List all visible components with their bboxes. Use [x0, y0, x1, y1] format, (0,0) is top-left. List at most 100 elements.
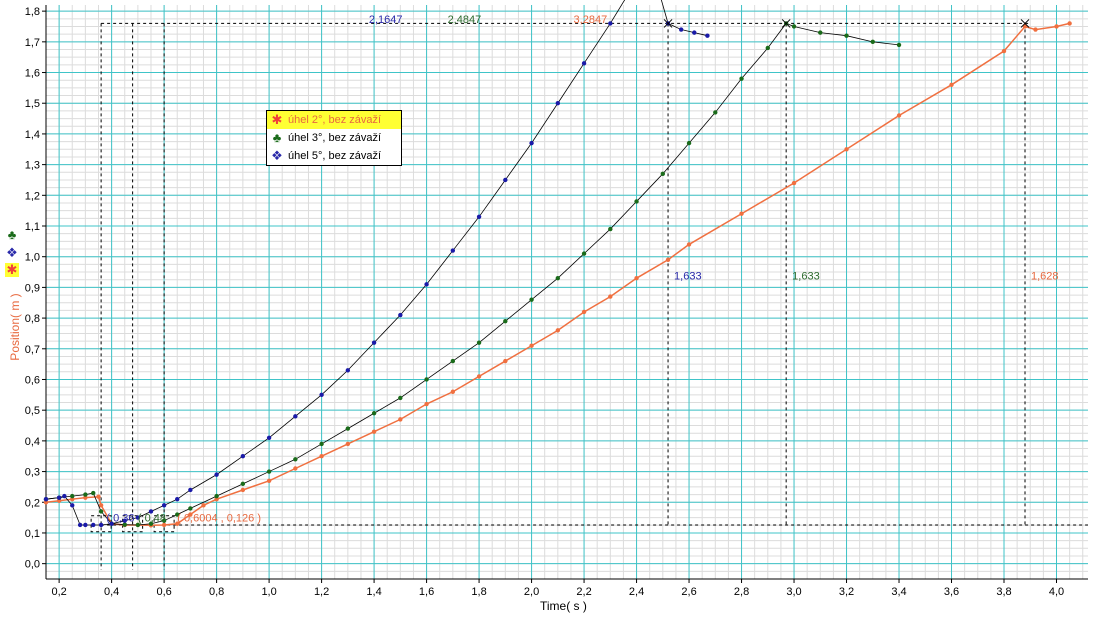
- data-point: [43, 500, 49, 505]
- y-tick-label: 0,0: [25, 559, 40, 571]
- legend-item-3deg[interactable]: ♣ úhel 3°, bez závaží: [267, 129, 401, 147]
- data-point: [319, 454, 324, 459]
- data-point: [266, 478, 272, 483]
- data-point: [791, 180, 797, 186]
- y-tick-label: 0,1: [25, 528, 40, 540]
- data-point: [581, 309, 587, 315]
- data-point: [188, 487, 193, 493]
- data-point: [398, 417, 403, 422]
- y-tick-label: 1,2: [25, 190, 40, 202]
- data-point: [371, 411, 377, 416]
- data-point: [503, 177, 508, 183]
- x-tick-label: 1,4: [366, 586, 381, 598]
- data-point: [608, 226, 613, 232]
- data-point: [870, 39, 875, 45]
- data-point: [581, 251, 587, 256]
- data-point: [705, 33, 710, 38]
- data-point: [424, 282, 429, 287]
- data-point: [634, 199, 639, 204]
- legend-label: úhel 3°, bez závaží: [288, 132, 382, 144]
- data-point: [161, 522, 167, 528]
- data-point: [91, 490, 96, 496]
- annotation-start: ( 0,48: [138, 513, 166, 525]
- data-point: [161, 518, 167, 523]
- x-tick-label: 1,8: [471, 586, 486, 598]
- annotation-start: ( 0,36: [106, 513, 134, 525]
- data-point: [450, 358, 456, 364]
- x-axis-label: Time( s ): [540, 599, 587, 613]
- y-tick-label: 1,0: [25, 252, 40, 264]
- y-tick-label: 1,8: [25, 6, 40, 18]
- peak-marker: [781, 19, 791, 28]
- data-point: [345, 441, 351, 447]
- data-point: [476, 214, 482, 219]
- data-point: [56, 498, 62, 503]
- y-tick-label: 0,7: [25, 344, 40, 356]
- data-point: [371, 429, 377, 434]
- legend-item-5deg[interactable]: ❖ úhel 5°, bez závaží: [267, 147, 401, 165]
- x-tick-label: 1,2: [314, 586, 329, 598]
- x-tick-label: 3,4: [891, 586, 906, 598]
- asterisk-icon[interactable]: ✱: [5, 262, 19, 277]
- x-tick-label: 0,6: [156, 586, 171, 598]
- data-point: [188, 506, 193, 511]
- club-icon: ♣: [272, 130, 282, 145]
- annotation-start: ( 0,6004 , 0,126 ): [177, 513, 261, 525]
- data-point: [608, 294, 613, 299]
- data-point: [56, 495, 62, 500]
- data-point: [98, 509, 104, 514]
- data-point: [122, 522, 127, 527]
- data-point: [266, 469, 272, 474]
- data-point: [634, 275, 639, 281]
- x-tick-label: 0,8: [209, 586, 224, 598]
- annotation-time: 2,1647: [369, 14, 403, 26]
- data-point: [240, 481, 246, 487]
- club-icon[interactable]: ♣: [7, 227, 17, 242]
- data-point: [686, 242, 692, 247]
- data-point: [692, 30, 697, 35]
- y-tick-label: 0,6: [25, 374, 40, 386]
- data-point: [135, 522, 141, 528]
- data-point: [678, 27, 684, 32]
- y-tick-label: 1,3: [25, 160, 40, 172]
- data-point: [739, 211, 744, 216]
- data-point: [949, 82, 954, 88]
- y-tick-label: 1,5: [25, 98, 40, 110]
- x-tick-label: 1,0: [261, 586, 276, 598]
- series-line: [45, 0, 708, 526]
- data-point: [135, 515, 141, 520]
- data-point: [555, 275, 561, 281]
- data-point: [77, 522, 83, 528]
- data-point: [83, 522, 88, 528]
- diamond-icon[interactable]: ❖: [6, 245, 18, 260]
- y-tick-label: 0,4: [25, 436, 40, 448]
- data-point: [293, 466, 298, 471]
- y-axis-label: Position( m ): [8, 293, 22, 361]
- data-point: [1067, 21, 1072, 26]
- asterisk-icon: ✱: [271, 112, 283, 127]
- data-point: [293, 457, 298, 462]
- data-point: [70, 493, 75, 499]
- x-tick-label: 1,6: [419, 586, 434, 598]
- legend[interactable]: ✱ úhel 2°, bez závaží ♣ úhel 3°, bez záv…: [266, 110, 402, 166]
- data-point: [398, 395, 403, 401]
- peak-marker: [663, 19, 673, 28]
- legend-item-2deg[interactable]: ✱ úhel 2°, bez závaží: [267, 111, 401, 129]
- y-tick-label: 0,3: [25, 467, 40, 479]
- data-point: [148, 509, 154, 514]
- data-point: [450, 389, 456, 394]
- data-point: [1033, 27, 1038, 32]
- y-tick-label: 1,7: [25, 37, 40, 49]
- data-point: [293, 414, 298, 419]
- data-point: [686, 140, 692, 146]
- legend-label: úhel 2°, bez závaží: [288, 114, 382, 126]
- data-point: [175, 496, 180, 502]
- x-tick-label: 2,2: [576, 586, 591, 598]
- annotation-time: 3,2847: [574, 14, 608, 26]
- annotation-time: 2,4847: [448, 14, 482, 26]
- data-point: [319, 441, 324, 447]
- x-tick-label: 3,6: [944, 586, 959, 598]
- data-point: [791, 24, 797, 29]
